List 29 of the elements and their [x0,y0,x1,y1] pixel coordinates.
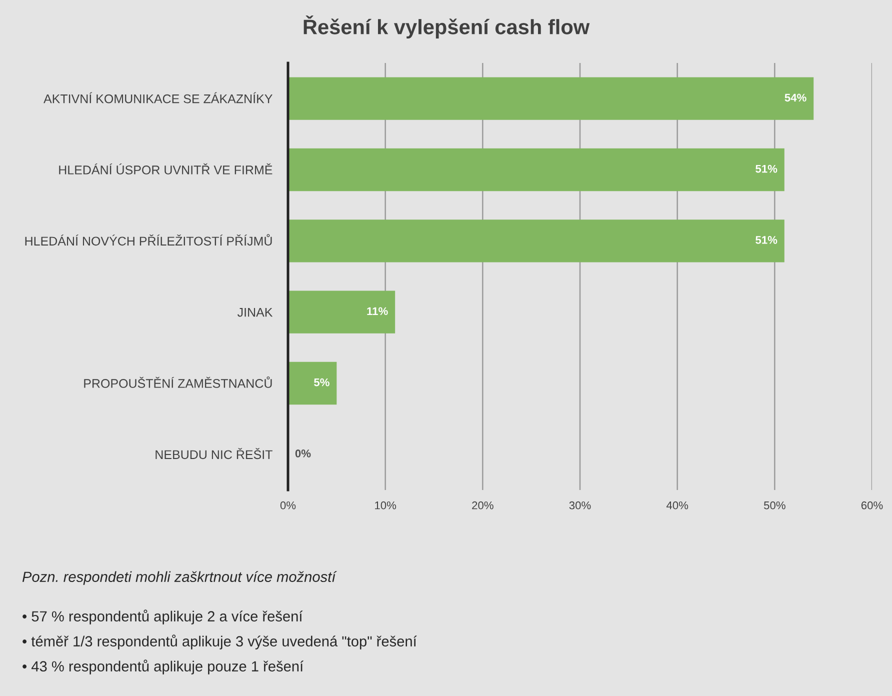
chart-title: Řešení k vylepšení cash flow [304,16,590,38]
x-tick-label: 30% [569,501,591,510]
bar [288,148,784,192]
y-tick-label: AKTIVNÍ KOMUNIKACE SE ZÁKAZNÍKY [44,92,272,104]
text: • 43 % respondentů aplikuje pouze 1 řešení [22,660,304,674]
x-tick-label: 40% [666,501,688,510]
x-tick-label: 20% [472,501,494,510]
data-label: 54% [784,94,806,102]
data-label: 5% [314,378,330,386]
x-tick-label: 50% [764,501,786,510]
bar [288,77,814,120]
y-tick-label: PROPOUŠTĚNÍ ZAMĚSTNANCŮ [84,376,272,388]
y-tick-label: HLEDÁNÍ NOVÝCH PŘÍLEŽITOSTÍ PŘÍJMŮ [25,234,272,246]
y-tick-label: HLEDÁNÍ ÚSPOR UVNITŘ VE FIRMĚ [59,163,272,174]
text: • téměř 1/3 respondentů aplikuje 3 výše uvedená "top" řešení [22,634,417,650]
x-tick-label: 10% [375,501,396,510]
y-tick-label: JINAK [237,308,273,317]
data-label: 51% [756,236,778,244]
bar [288,220,784,262]
data-label: 0% [295,450,311,458]
y-tick-label: NEBUDU NIC ŘEŠIT [156,448,272,460]
data-label: 11% [367,307,388,316]
text: • 57 % respondentů aplikuje 2 a více řešení [22,610,303,624]
bar [288,362,337,405]
data-label: 51% [756,164,778,173]
text: Pozn. respondeti mohli zaškrtnout více možností [22,571,337,585]
bar [288,290,396,334]
x-tick-label: 0% [280,501,296,510]
x-tick-label: 60% [861,501,883,510]
